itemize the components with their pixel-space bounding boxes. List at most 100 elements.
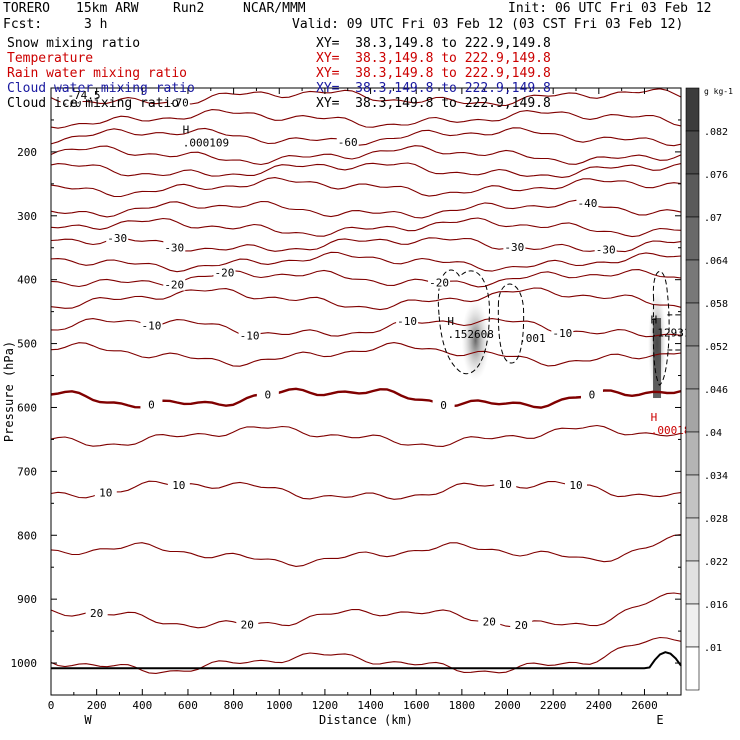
temperature-contour-line bbox=[50, 592, 682, 629]
x-tick-label: 800 bbox=[224, 699, 244, 712]
temperature-contour-line bbox=[50, 533, 682, 567]
temperature-contour-line bbox=[50, 342, 682, 367]
y-tick-label: 600 bbox=[17, 401, 37, 414]
x-tick-label: 2400 bbox=[586, 699, 613, 712]
contour-label: 0 bbox=[148, 398, 155, 411]
contour-label-bg bbox=[85, 606, 108, 619]
x-tick-label: 2600 bbox=[631, 699, 658, 712]
contour-label: 10 bbox=[569, 479, 582, 492]
field-name-cloud-ice: Cloud ice mixing ratio bbox=[7, 96, 180, 111]
colorbar-swatch bbox=[685, 474, 700, 519]
colorbar-tick-label: .046 bbox=[704, 385, 728, 396]
contour-label-bg bbox=[510, 618, 533, 631]
contour-label: -30 bbox=[164, 241, 184, 254]
max-marker: H bbox=[651, 411, 658, 424]
x-tick-label: 1200 bbox=[312, 699, 339, 712]
y-axis-label: Pressure (hPa) bbox=[2, 341, 16, 442]
temperature-contour-line bbox=[50, 424, 682, 447]
x-tick-label: 1600 bbox=[403, 699, 430, 712]
contour-label: 20 bbox=[90, 607, 103, 620]
model-name: TORERO bbox=[3, 1, 50, 16]
temperature-contour-line bbox=[50, 127, 682, 147]
contour-label-bg bbox=[580, 388, 603, 401]
max-marker: H bbox=[183, 124, 190, 137]
contour-label: -30 bbox=[504, 241, 524, 254]
x-tick-label: 200 bbox=[87, 699, 107, 712]
colorbar-swatch bbox=[685, 216, 700, 261]
temperature-contour-line bbox=[50, 251, 682, 273]
contour-label: -10 bbox=[141, 319, 161, 332]
colorbar-swatch bbox=[685, 431, 700, 476]
contour-label: -10 bbox=[397, 315, 417, 328]
contour-label: -70 bbox=[169, 96, 189, 109]
field-xy-cloud-ice: XY= 38.3,149.8 to 222.9,149.8 bbox=[316, 96, 551, 111]
x-tick-label: 600 bbox=[178, 699, 198, 712]
field-name-cloud-water: Cloud water mixing ratio bbox=[7, 81, 195, 96]
contour-label-bg bbox=[551, 327, 574, 340]
contour-label: 20 bbox=[515, 619, 528, 632]
colorbar-swatch bbox=[685, 302, 700, 347]
colorbar: .082 .076 .07 .064 .058 .052 .046 .04 .034 .028 .0… bbox=[685, 87, 733, 691]
terrain-line-layer bbox=[51, 651, 682, 670]
contour-label-bg bbox=[163, 241, 186, 254]
temperature-contour-layer bbox=[50, 88, 682, 674]
colorbar-swatch bbox=[685, 173, 700, 218]
contour-label: -30 bbox=[107, 232, 127, 245]
x-tick-label: 1400 bbox=[357, 699, 384, 712]
temperature-contour-line bbox=[50, 177, 682, 198]
contour-label-bg bbox=[336, 136, 359, 149]
colorbar-tick-label: .022 bbox=[704, 557, 728, 568]
contour-label-bg bbox=[236, 618, 259, 631]
snow-shade-core bbox=[653, 318, 662, 399]
colorbar-tick-label: .034 bbox=[704, 471, 728, 482]
contour-label: -20 bbox=[215, 267, 235, 280]
org-label: NCAR/MMM bbox=[243, 1, 306, 16]
contour-label: -30 bbox=[596, 244, 616, 257]
y-tick-label: 200 bbox=[17, 146, 37, 159]
colorbar-tick-label: .04 bbox=[704, 428, 722, 439]
max-value-label: .129316 bbox=[651, 326, 697, 339]
temperature-contour-line bbox=[50, 199, 682, 219]
corner-min-label: -74.5 bbox=[67, 89, 100, 102]
contour-label: 10 bbox=[499, 478, 512, 491]
field-xy-cloud-water: XY= 38.3,149.8 to 222.9,149.8 bbox=[316, 81, 551, 96]
temperature-contour-line bbox=[50, 217, 682, 238]
contour-label-bg bbox=[494, 478, 517, 491]
max-marker: H bbox=[651, 313, 658, 326]
corner-label-bg bbox=[64, 88, 104, 101]
plot-frame bbox=[50, 87, 682, 696]
colorbar-tick-label: .052 bbox=[704, 342, 728, 353]
temperature-contour-line bbox=[50, 237, 682, 253]
contour-label-bg bbox=[565, 479, 587, 492]
temperature-contour-line bbox=[50, 287, 682, 311]
colorbar-tick-label: .076 bbox=[704, 170, 728, 181]
contour-label-bg bbox=[163, 278, 186, 291]
colorbar-swatch bbox=[685, 646, 700, 691]
colorbar-swatch bbox=[685, 130, 700, 175]
x-tick-label: 2000 bbox=[494, 699, 521, 712]
contour-label-bg bbox=[106, 232, 129, 245]
terrain-line bbox=[51, 651, 682, 670]
field-name-temperature: Temperature bbox=[7, 51, 94, 66]
y-tick-label: 1000 bbox=[11, 657, 38, 670]
contour-label-bg bbox=[428, 276, 451, 289]
contour-label: -60 bbox=[338, 136, 358, 149]
contour-label-bg bbox=[432, 399, 455, 412]
colorbar-swatch bbox=[685, 517, 700, 562]
contour-label: 10 bbox=[172, 479, 185, 492]
contour-label: -40 bbox=[577, 197, 597, 210]
field-xy-snow: XY= 38.3,149.8 to 222.9,149.8 bbox=[316, 36, 551, 51]
colorbar-swatch bbox=[685, 560, 700, 605]
field-name-rain: Rain water mixing ratio bbox=[7, 66, 188, 81]
x-axis-label: Distance (km) bbox=[319, 713, 413, 727]
temperature-contour-line bbox=[50, 269, 682, 288]
field-xy-temperature: XY= 38.3,149.8 to 222.9,149.8 bbox=[316, 51, 551, 66]
colorbar-unit-label: g kg-1 bbox=[704, 87, 733, 96]
contour-label-bg bbox=[140, 398, 163, 411]
colorbar-tick-label: .01 bbox=[704, 643, 722, 654]
temperature-contour-line bbox=[50, 162, 682, 178]
colorbar-tick-label: .058 bbox=[704, 299, 728, 310]
west-label: W bbox=[84, 713, 92, 727]
fcst-label: Fcst: bbox=[3, 17, 43, 32]
